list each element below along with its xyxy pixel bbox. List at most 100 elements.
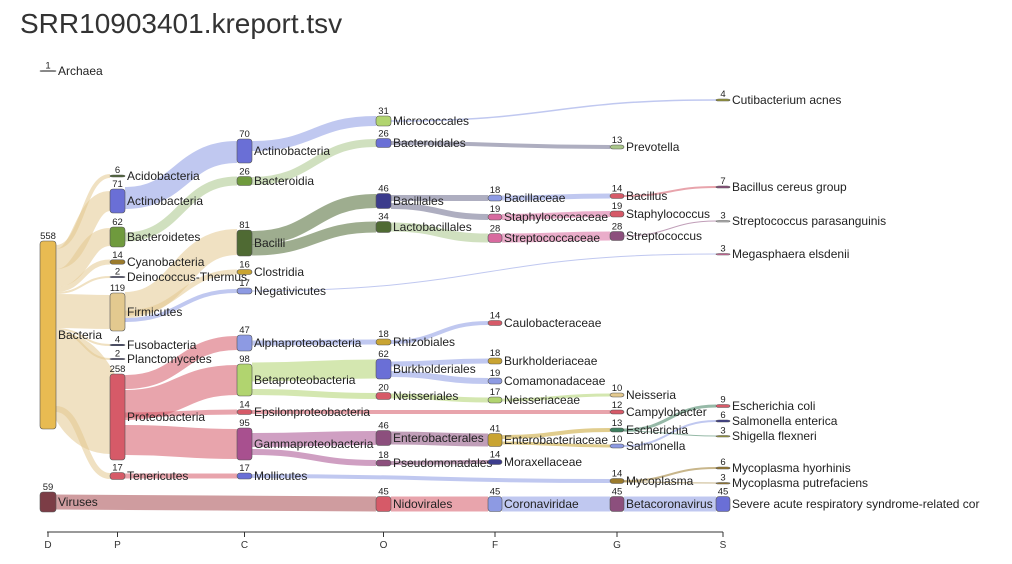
node-bar[interactable] (236, 427, 253, 461)
node-proteobacteria[interactable]: 258 Proteobacteria (109, 364, 206, 461)
node-bar[interactable] (609, 231, 625, 241)
node-bacteria[interactable]: 558 Bacteria (39, 231, 102, 430)
node-archaea[interactable]: 1 Archaea (39, 60, 103, 78)
node-bar[interactable] (609, 210, 625, 218)
node-salmonella[interactable]: 10 Salmonella (609, 434, 686, 453)
node-pseudomonadales[interactable]: 18 Pseudomonadales (375, 450, 492, 470)
node-lactobacillales[interactable]: 34 Lactobacillales (375, 212, 472, 235)
node-moraxellaceae[interactable]: 14 Moraxellaceae (487, 450, 582, 470)
node-bar[interactable] (375, 459, 392, 467)
node-bacillus[interactable]: 14 Bacillus (609, 184, 667, 204)
node-cutibacterium-acnes[interactable]: 4 Cutibacterium acnes (715, 89, 841, 107)
node-bar[interactable] (375, 221, 392, 233)
node-micrococcales[interactable]: 31 Micrococcales (375, 106, 469, 128)
node-bar[interactable] (375, 496, 392, 512)
node-bar[interactable] (609, 409, 625, 415)
node-clostridia[interactable]: 16 Clostridia (236, 260, 304, 280)
node-bacillales[interactable]: 46 Bacillales (375, 184, 444, 209)
node-bar[interactable] (375, 358, 392, 380)
node-bar[interactable] (487, 357, 503, 365)
node-bar[interactable] (109, 343, 126, 347)
node-epsilonproteobacteria[interactable]: 14 Epsilonproteobacteria (236, 400, 370, 420)
node-rhizobiales[interactable]: 18 Rhizobiales (375, 329, 455, 349)
node-bar[interactable] (375, 338, 392, 346)
node-bar[interactable] (715, 404, 731, 408)
node-mycoplasma[interactable]: 14 Mycoplasma (609, 469, 694, 489)
node-bacteroidetes[interactable]: 62 Bacteroidetes (109, 217, 200, 248)
node-mollicutes[interactable]: 17 Mollicutes (236, 463, 307, 483)
node-bar[interactable] (609, 144, 625, 150)
node-bacteroidales[interactable]: 26 Bacteroidales (375, 129, 466, 151)
node-bacillus-cereus-group[interactable]: 7 Bacillus cereus group (715, 176, 847, 194)
node-bar[interactable] (109, 373, 126, 461)
node-bar[interactable] (109, 357, 126, 361)
node-burkholderiales[interactable]: 62 Burkholderiales (375, 349, 476, 380)
node-enterobacterales[interactable]: 46 Enterobacterales (375, 421, 484, 446)
node-bar[interactable] (609, 496, 625, 512)
node-bar[interactable] (109, 472, 126, 480)
node-megasphaera-elsdenii[interactable]: 3 Megasphaera elsdenii (715, 244, 849, 262)
node-acidobacteria[interactable]: 6 Acidobacteria (109, 165, 200, 183)
node-bar[interactable] (109, 259, 126, 265)
node-bar[interactable] (715, 419, 731, 423)
node-tenericutes[interactable]: 17 Tenericutes (109, 463, 188, 484)
node-nidovirales[interactable]: 45 Nidovirales (375, 487, 452, 512)
node-bar[interactable] (375, 193, 392, 209)
node-bar[interactable] (715, 220, 731, 223)
node-negativicutes[interactable]: 17 Negativicutes (236, 278, 326, 298)
node-bar[interactable] (487, 233, 503, 243)
node-bar[interactable] (109, 188, 126, 214)
node-bar[interactable] (487, 459, 503, 465)
node-bar[interactable] (487, 433, 503, 447)
node-bar[interactable] (236, 409, 253, 415)
node-fusobacteria[interactable]: 4 Fusobacteria (109, 334, 197, 352)
node-bar[interactable] (236, 334, 253, 352)
node-bar[interactable] (715, 185, 731, 189)
node-bar[interactable] (109, 226, 126, 248)
node-bar[interactable] (487, 320, 503, 326)
node-bar[interactable] (715, 98, 731, 102)
node-cyanobacteria[interactable]: 14 Cyanobacteria (109, 250, 205, 269)
node-neisseria[interactable]: 10 Neisseria (609, 383, 676, 402)
node-bar[interactable] (715, 435, 731, 438)
node-actinobacteria[interactable]: 71 Actinobacteria (109, 179, 203, 214)
node-gammaproteobacteria[interactable]: 95 Gammaproteobacteria (236, 418, 374, 461)
node-bar[interactable] (236, 138, 253, 164)
node-bar[interactable] (236, 269, 253, 275)
node-bar[interactable] (715, 253, 731, 256)
node-escherichia[interactable]: 13 Escherichia (609, 418, 688, 437)
node-bar[interactable] (487, 496, 503, 512)
node-bar[interactable] (487, 377, 503, 385)
node-bar[interactable] (236, 472, 253, 480)
node-campylobacter[interactable]: 12 Campylobacter (609, 400, 707, 419)
node-bar[interactable] (715, 466, 731, 470)
node-bar[interactable] (375, 115, 392, 127)
node-bar[interactable] (609, 478, 625, 484)
node-planctomycetes[interactable]: 2 Planctomycetes (109, 348, 212, 366)
node-prevotella[interactable]: 13 Prevotella (609, 135, 680, 154)
node-bacilli[interactable]: 81 Bacilli (236, 220, 285, 257)
node-streptococcus-parasanguinis[interactable]: 3 Streptococcus parasanguinis (715, 211, 886, 229)
node-bar[interactable] (39, 491, 57, 513)
node-shigella-flexneri[interactable]: 3 Shigella flexneri (715, 426, 817, 444)
node-bar[interactable] (487, 213, 503, 221)
node-bar[interactable] (487, 396, 503, 404)
node-bar[interactable] (39, 240, 57, 430)
node-mycoplasma-putrefaciens[interactable]: 3 Mycoplasma putrefaciens (715, 473, 868, 491)
node-bar[interactable] (609, 193, 625, 199)
node-bar[interactable] (236, 363, 253, 397)
node-viruses[interactable]: 59 Viruses (39, 482, 98, 513)
node-salmonella-enterica[interactable]: 6 Salmonella enterica (715, 410, 838, 428)
node-bar[interactable] (109, 292, 126, 332)
